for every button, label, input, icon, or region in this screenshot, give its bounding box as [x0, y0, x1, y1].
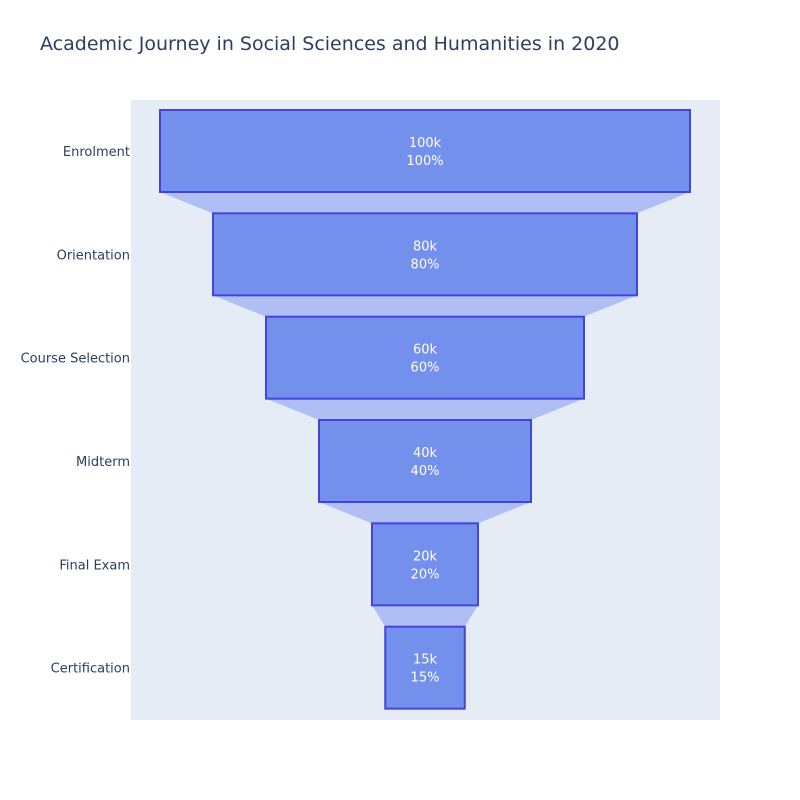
value-label: 60k	[413, 343, 438, 358]
category-label: Enrolment	[63, 145, 130, 160]
percent-label: 80%	[411, 257, 440, 272]
percent-label: 100%	[406, 154, 443, 169]
funnel-connector	[266, 398, 584, 420]
funnel-bar	[371, 522, 479, 607]
value-label: 100k	[409, 136, 442, 151]
chart-title: Academic Journey in Social Sciences and …	[40, 33, 620, 55]
value-label: 40k	[413, 446, 438, 461]
funnel-connector	[319, 502, 531, 524]
funnel-connectors	[160, 192, 690, 627]
funnel-bar	[212, 212, 638, 297]
category-label: Certification	[51, 662, 130, 677]
funnel-connector	[160, 192, 690, 214]
funnel-bars	[159, 109, 691, 710]
category-label: Course Selection	[21, 352, 130, 367]
category-label: Midterm	[76, 455, 130, 470]
funnel-connector	[213, 295, 637, 317]
value-labels: 100k 100% 80k 80% 60k 60% 40k 40% 20k 20% 15k 15%	[406, 136, 443, 686]
value-label: 20k	[413, 549, 438, 564]
percent-label: 40%	[411, 464, 440, 479]
category-labels: Enrolment Orientation Course Selection Midt…	[21, 145, 130, 677]
funnel-bar	[318, 419, 532, 503]
percent-label: 15%	[411, 671, 440, 686]
funnel-bar	[265, 315, 585, 400]
percent-label: 60%	[411, 361, 440, 376]
funnel-bar	[159, 109, 691, 193]
category-label: Final Exam	[59, 558, 130, 573]
funnel-connector	[372, 605, 478, 627]
funnel-bar	[384, 625, 466, 710]
value-label: 80k	[413, 239, 438, 254]
value-label: 15k	[413, 653, 438, 668]
percent-label: 20%	[411, 567, 440, 582]
category-label: Orientation	[57, 248, 130, 263]
